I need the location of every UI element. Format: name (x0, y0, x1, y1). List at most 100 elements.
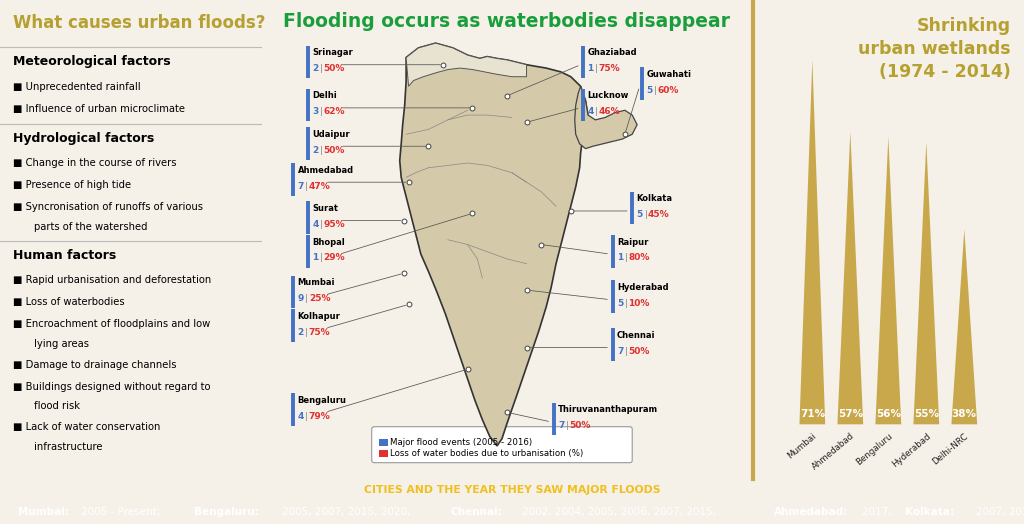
Polygon shape (913, 142, 939, 424)
Text: 2002, 2004, 2005, 2006, 2007, 2015;: 2002, 2004, 2005, 2006, 2007, 2015; (521, 507, 723, 517)
Text: 2007, 2017;: 2007, 2017; (976, 507, 1024, 517)
Text: 4: 4 (312, 220, 318, 229)
Text: infrastructure: infrastructure (34, 442, 102, 452)
Text: Shrinking
urban wetlands
(1974 - 2014): Shrinking urban wetlands (1974 - 2014) (858, 17, 1011, 81)
Text: Hyderabad: Hyderabad (617, 283, 669, 292)
Text: 47%: 47% (309, 181, 331, 191)
Text: Mumbai: Mumbai (298, 278, 335, 287)
Polygon shape (399, 43, 588, 446)
Text: |: | (654, 85, 657, 95)
Text: 3: 3 (312, 107, 318, 116)
Text: 75%: 75% (309, 328, 331, 337)
Text: 29%: 29% (324, 254, 345, 263)
Text: 50%: 50% (324, 64, 345, 73)
Text: Bengaluru:: Bengaluru: (194, 507, 259, 517)
Polygon shape (876, 137, 901, 424)
Text: Surat: Surat (312, 204, 338, 213)
Text: |: | (305, 294, 308, 303)
Text: Mumbai: Mumbai (785, 432, 818, 461)
Text: Chennai:: Chennai: (451, 507, 502, 517)
Text: Ahmedabad: Ahmedabad (298, 166, 353, 174)
Text: 7: 7 (617, 347, 624, 356)
Text: Guwahati: Guwahati (646, 70, 691, 79)
Text: 75%: 75% (599, 64, 621, 73)
Text: 2: 2 (312, 146, 318, 155)
Text: 7: 7 (298, 181, 304, 191)
Text: 71%: 71% (800, 409, 825, 419)
Text: Loss of water bodies due to urbanisation (%): Loss of water bodies due to urbanisation… (390, 449, 584, 458)
Text: Delhi-NRC: Delhi-NRC (931, 432, 970, 466)
Text: ■ Syncronisation of runoffs of various: ■ Syncronisation of runoffs of various (13, 202, 203, 212)
Text: 5: 5 (637, 210, 643, 220)
Text: |: | (625, 254, 628, 263)
Text: 1: 1 (312, 254, 318, 263)
Text: 60%: 60% (657, 85, 679, 95)
Text: Kolkata: Kolkata (637, 194, 673, 203)
Text: ■ Loss of waterbodies: ■ Loss of waterbodies (13, 297, 125, 307)
Text: 9: 9 (298, 294, 304, 303)
Text: Udaipur: Udaipur (312, 130, 350, 139)
Text: Srinagar: Srinagar (312, 48, 353, 57)
Bar (379, 450, 388, 457)
Text: 2005 - Present;: 2005 - Present; (81, 507, 167, 517)
Polygon shape (951, 230, 977, 424)
Polygon shape (574, 86, 637, 149)
Text: 46%: 46% (599, 107, 621, 116)
Text: Delhi: Delhi (312, 91, 337, 101)
Text: |: | (566, 421, 569, 430)
Text: |: | (321, 220, 324, 229)
Polygon shape (407, 43, 526, 86)
Text: Hyderabad: Hyderabad (890, 432, 932, 469)
Text: Kolkata:: Kolkata: (904, 507, 953, 517)
Text: 2017;: 2017; (861, 507, 898, 517)
Polygon shape (800, 60, 825, 424)
Text: 4: 4 (298, 412, 304, 421)
Text: 79%: 79% (309, 412, 331, 421)
Text: 50%: 50% (324, 146, 345, 155)
Text: 56%: 56% (876, 409, 901, 419)
Text: Major flood events (2005 - 2016): Major flood events (2005 - 2016) (390, 438, 532, 447)
Text: CITIES AND THE YEAR THEY SAW MAJOR FLOODS: CITIES AND THE YEAR THEY SAW MAJOR FLOOD… (364, 485, 660, 495)
Text: ■ Presence of high tide: ■ Presence of high tide (13, 180, 131, 190)
Text: 62%: 62% (324, 107, 345, 116)
Text: 2005, 2007, 2015, 2020;: 2005, 2007, 2015, 2020; (282, 507, 417, 517)
Text: ■ Buildings designed without regard to: ■ Buildings designed without regard to (13, 381, 211, 391)
Text: 7: 7 (558, 421, 564, 430)
Polygon shape (838, 132, 863, 424)
Text: 2: 2 (298, 328, 304, 337)
Text: |: | (305, 328, 308, 337)
Text: ■ Rapid urbanisation and deforestation: ■ Rapid urbanisation and deforestation (13, 275, 211, 285)
Text: 2: 2 (312, 64, 318, 73)
Text: Lucknow: Lucknow (588, 91, 629, 101)
Text: |: | (305, 412, 308, 421)
Text: 95%: 95% (324, 220, 345, 229)
Text: lying areas: lying areas (34, 339, 89, 349)
Text: 5: 5 (646, 85, 652, 95)
Bar (379, 439, 388, 446)
Text: 1: 1 (617, 254, 624, 263)
Text: 45%: 45% (648, 210, 670, 220)
Text: Meteorological factors: Meteorological factors (13, 55, 171, 68)
Text: Mumbai:: Mumbai: (18, 507, 70, 517)
Text: Thiruvananthapuram: Thiruvananthapuram (558, 406, 658, 414)
Text: ■ Influence of urban microclimate: ■ Influence of urban microclimate (13, 104, 185, 114)
Text: Bengaluru: Bengaluru (854, 432, 894, 467)
Text: Ahmedabad: Ahmedabad (810, 432, 856, 472)
Text: Kolhapur: Kolhapur (298, 312, 340, 321)
Text: Hydrological factors: Hydrological factors (13, 132, 155, 145)
Text: 80%: 80% (629, 254, 649, 263)
Text: Bengaluru: Bengaluru (298, 396, 346, 405)
Text: ■ Damage to drainage channels: ■ Damage to drainage channels (13, 359, 176, 369)
Text: 50%: 50% (569, 421, 591, 430)
Text: |: | (595, 64, 598, 73)
Text: |: | (625, 299, 628, 308)
Text: flood risk: flood risk (34, 401, 80, 411)
Text: 38%: 38% (951, 409, 977, 419)
Text: |: | (595, 107, 598, 116)
Text: Bhopal: Bhopal (312, 237, 345, 247)
Text: |: | (321, 107, 324, 116)
Text: 25%: 25% (309, 294, 331, 303)
Text: 55%: 55% (913, 409, 939, 419)
Text: |: | (321, 146, 324, 155)
Text: ■ Unprecedented rainfall: ■ Unprecedented rainfall (13, 82, 140, 92)
